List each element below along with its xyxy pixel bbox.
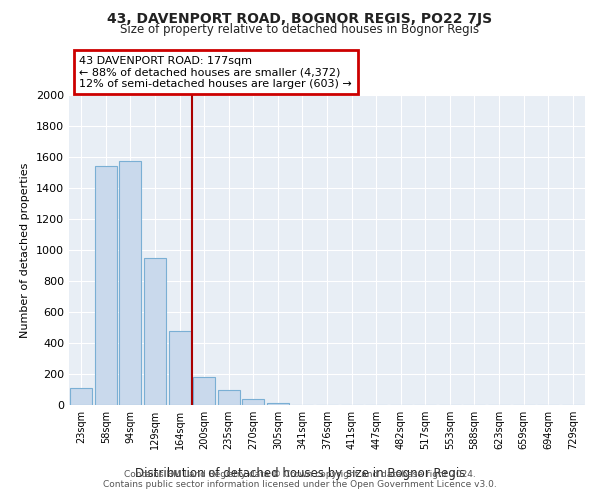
Y-axis label: Number of detached properties: Number of detached properties — [20, 162, 31, 338]
Text: Contains HM Land Registry data © Crown copyright and database right 2024.
Contai: Contains HM Land Registry data © Crown c… — [103, 470, 497, 489]
Bar — [95, 166, 117, 405]
Bar — [242, 399, 265, 405]
Text: 43, DAVENPORT ROAD, BOGNOR REGIS, PO22 7JS: 43, DAVENPORT ROAD, BOGNOR REGIS, PO22 7… — [107, 12, 493, 26]
Bar — [144, 258, 166, 405]
Bar — [70, 388, 92, 405]
Bar — [169, 330, 191, 405]
Bar — [119, 161, 142, 405]
Text: Distribution of detached houses by size in Bognor Regis: Distribution of detached houses by size … — [135, 468, 465, 480]
Bar — [218, 390, 240, 405]
Text: Size of property relative to detached houses in Bognor Regis: Size of property relative to detached ho… — [121, 22, 479, 36]
Bar — [267, 402, 289, 405]
Bar — [193, 377, 215, 405]
Text: 43 DAVENPORT ROAD: 177sqm
← 88% of detached houses are smaller (4,372)
12% of se: 43 DAVENPORT ROAD: 177sqm ← 88% of detac… — [79, 56, 352, 89]
